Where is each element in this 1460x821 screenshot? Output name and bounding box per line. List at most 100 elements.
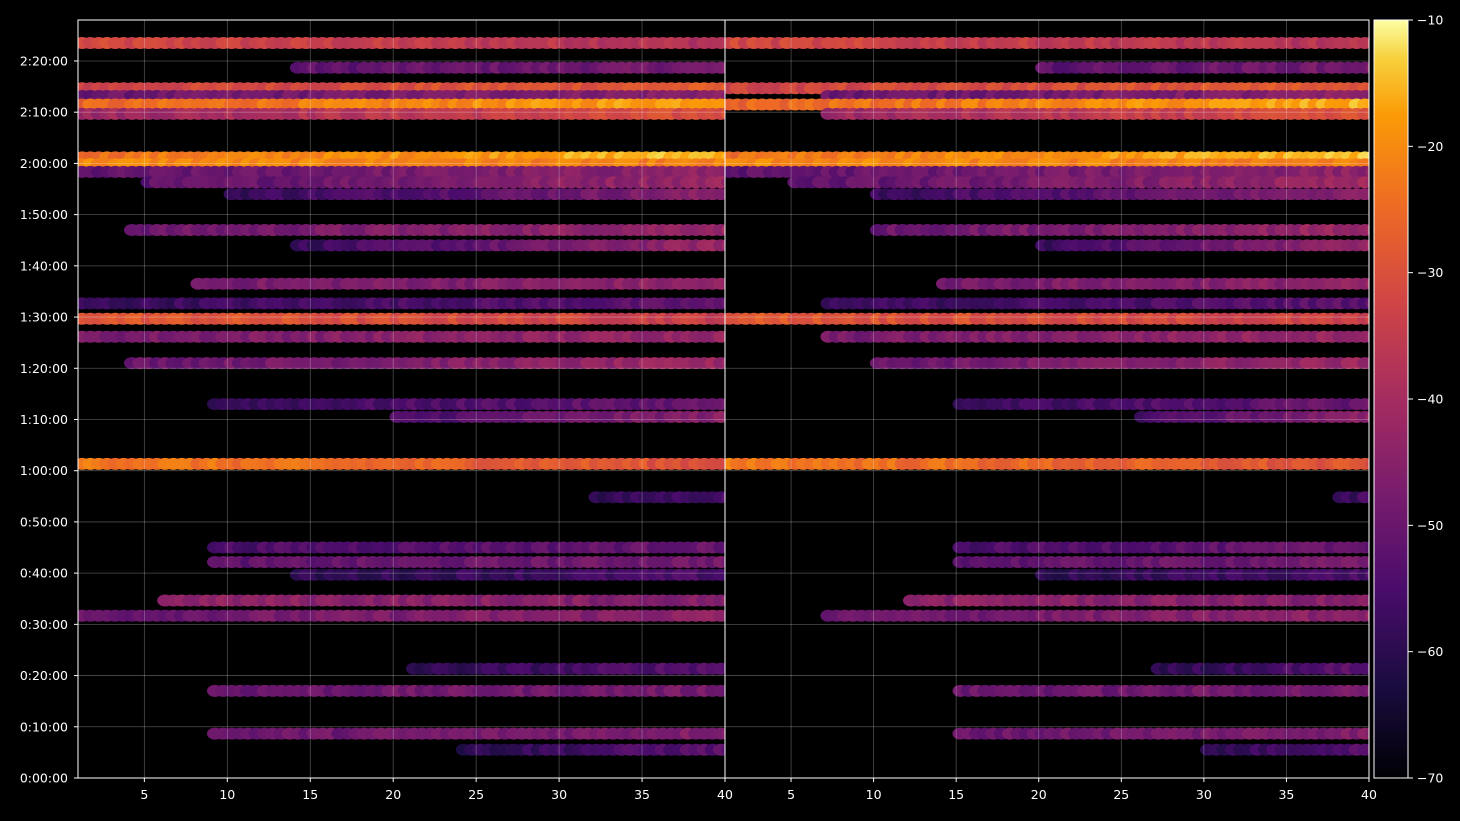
y-tick-label: 0:20:00 (20, 668, 68, 683)
heat-cell (721, 240, 725, 251)
heat-cell (1357, 98, 1369, 111)
heat-cell (1357, 312, 1369, 325)
heat-cell (721, 298, 725, 309)
heat-cell (1357, 277, 1369, 290)
heat-cell (1357, 727, 1369, 740)
panel-frame-2 (724, 19, 1370, 779)
heat-cell (1365, 398, 1369, 410)
heat-cell (1357, 357, 1369, 370)
heat-cell (721, 188, 725, 200)
heat-cell (713, 684, 725, 697)
colorbar-tick-label: −10 (1417, 13, 1443, 28)
y-tick-label: 0:00:00 (20, 771, 68, 786)
heat-cell (1365, 224, 1369, 236)
colorbar-tick-label: −60 (1417, 644, 1443, 659)
heat-cell (1365, 166, 1369, 178)
heat-cell (721, 62, 725, 73)
heat-cell (1357, 410, 1369, 423)
heat-cell (721, 99, 725, 110)
heat-cell (713, 188, 725, 201)
heat-cell (713, 176, 725, 189)
y-tick-label: 0:10:00 (20, 719, 68, 734)
x-tick-label: 20 (385, 787, 401, 802)
heat-cell (713, 312, 725, 325)
heat-cell (1365, 492, 1369, 503)
x-tick-label: 25 (1113, 787, 1129, 802)
heat-cell (1365, 663, 1369, 674)
heat-cell (1365, 298, 1369, 309)
colorbar-tick-label: −40 (1417, 392, 1443, 407)
x-tick-label: 15 (302, 787, 318, 802)
heat-cell (713, 410, 725, 423)
x-tick-label: 35 (634, 787, 650, 802)
heat-cell (1365, 685, 1369, 697)
heat-cell (1357, 398, 1369, 411)
x-tick-label: 10 (219, 787, 235, 802)
x-tick-label: 5 (140, 787, 148, 802)
heat-cell (721, 357, 725, 369)
heat-cell (1365, 313, 1369, 324)
heat-cell (1357, 297, 1369, 310)
x-tick-label: 40 (717, 787, 733, 802)
heat-cell (1357, 165, 1369, 178)
heat-cell (1357, 224, 1369, 236)
heat-cell (721, 313, 725, 324)
heat-cell (721, 728, 725, 739)
heat-cell (1357, 37, 1369, 49)
heat-cell (1365, 278, 1369, 289)
heat-cell (721, 37, 725, 49)
heat-cell (713, 491, 725, 504)
x-tick-label: 30 (1196, 787, 1212, 802)
heat-cell (713, 277, 725, 290)
heat-cell (721, 685, 725, 697)
heat-cell (721, 278, 725, 289)
heat-cell (1365, 99, 1369, 110)
y-tick-label: 1:30:00 (20, 310, 68, 325)
x-tick-label: 25 (468, 787, 484, 802)
y-tick-label: 2:10:00 (20, 105, 68, 120)
heat-cell (1357, 662, 1369, 675)
heat-cell (713, 224, 725, 236)
heat-cell (721, 542, 725, 553)
heat-cell (721, 177, 725, 188)
x-tick-label: 10 (866, 787, 882, 802)
colorbar-tick-label: −70 (1417, 771, 1443, 786)
heat-cell (1357, 176, 1369, 189)
heat-cell (1357, 330, 1369, 343)
heat-cell (1357, 239, 1369, 252)
heat-cell (1365, 542, 1369, 553)
heat-cell (713, 609, 725, 622)
heat-cell (713, 107, 725, 120)
heat-cell (1365, 188, 1369, 200)
heat-cell (713, 727, 725, 740)
heat-cell (721, 610, 725, 621)
heat-cell (713, 37, 725, 49)
heat-cell (1357, 556, 1369, 568)
colorbar-tick-label: −20 (1417, 139, 1443, 154)
y-tick-label: 1:40:00 (20, 258, 68, 273)
heat-cell (721, 569, 725, 580)
heat-cell (1365, 595, 1369, 606)
heat-cell (1357, 457, 1369, 470)
colorbar-gradient (1374, 20, 1408, 778)
heat-cell (721, 90, 725, 102)
heat-cell (713, 568, 725, 581)
heat-cell (713, 297, 725, 310)
heat-cell (1357, 568, 1369, 581)
heatmap-panel-1 (78, 20, 725, 778)
heat-cell (721, 398, 725, 410)
y-tick-label: 0:50:00 (20, 514, 68, 529)
heat-cell (1365, 744, 1369, 755)
heat-cell (1365, 610, 1369, 621)
heat-cell (713, 541, 725, 554)
heat-cell (721, 108, 725, 120)
heat-cell (713, 98, 725, 111)
x-tick-label: 40 (1361, 787, 1377, 802)
heat-cell (721, 492, 725, 503)
heat-cell (721, 595, 725, 606)
heat-cell (713, 239, 725, 252)
heat-cell (1357, 743, 1369, 756)
heat-cell (721, 663, 725, 674)
